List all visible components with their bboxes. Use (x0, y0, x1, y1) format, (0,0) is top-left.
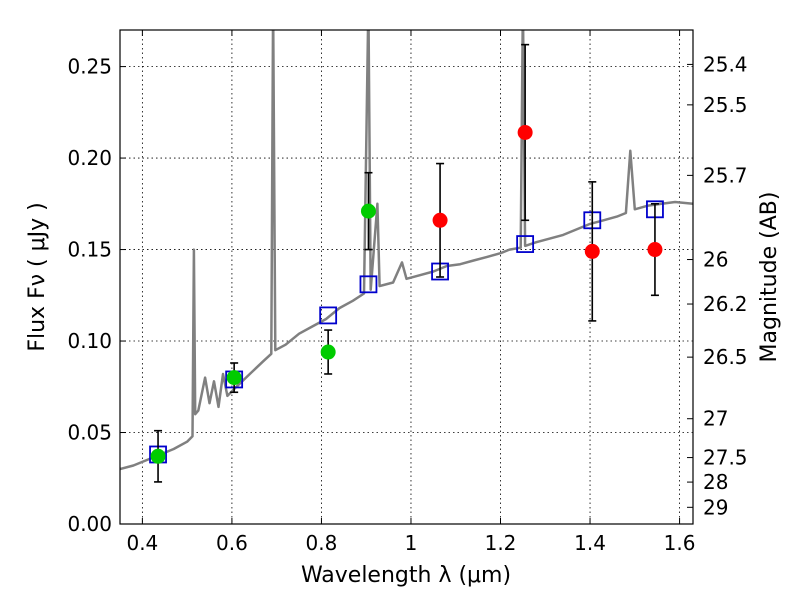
observed-nir-point (432, 212, 448, 228)
observed-nir-point (647, 242, 663, 258)
plot-area (120, 30, 693, 483)
tick-labels: 0.4 0.6 0.8 1 1.2 1.4 1.6 0.00 0.05 0.10 0.15 0.20 0… (67, 52, 747, 555)
y2-tick-label: 26.2 (703, 292, 748, 316)
y-tick-label: 0.00 (67, 512, 112, 536)
model-square-marker (319, 306, 338, 325)
y2-tick-label: 25.5 (703, 93, 748, 117)
observed-nir-point (584, 243, 600, 259)
y-tick-label: 0.20 (67, 146, 112, 170)
observed-optical-point (320, 344, 336, 360)
model-square-marker (516, 235, 535, 253)
y2-tick-label: 28 (703, 470, 728, 494)
x-tick-label: 0.6 (216, 531, 248, 555)
x-axis-label: Wavelength λ (μm) (301, 563, 511, 588)
y2-tick-label: 27.5 (703, 446, 748, 470)
axis-ticks (120, 30, 693, 525)
observed-optical-point (226, 370, 242, 386)
x-tick-label: 1.6 (664, 531, 696, 555)
sed-line (120, 30, 693, 471)
y-tick-label: 0.10 (67, 329, 112, 353)
y-axis-label: Flux Fν ( μJy ) (25, 202, 50, 351)
grid-lines (120, 30, 693, 525)
x-tick-label: 0.4 (126, 531, 158, 555)
y2-tick-label: 25.4 (703, 52, 748, 76)
axes-frame (119, 29, 694, 525)
y-tick-label: 0.05 (67, 421, 112, 445)
y2-tick-label: 26.5 (703, 345, 748, 369)
observed-nir-point (517, 124, 533, 140)
x-tick-label: 1.4 (574, 531, 606, 555)
y2-tick-label: 29 (703, 495, 728, 519)
model-square-marker (359, 275, 378, 294)
observed-optical-point (150, 448, 166, 464)
x-tick-label: 1 (405, 531, 418, 555)
y-tick-label: 0.25 (67, 55, 112, 79)
y2-axis-label: Magnitude (AB) (757, 192, 782, 363)
y2-tick-label: 25.7 (703, 163, 748, 187)
y-tick-label: 0.15 (67, 238, 112, 262)
observed-optical-point (360, 203, 376, 219)
y2-tick-label: 26 (703, 248, 728, 272)
x-tick-label: 1.2 (485, 531, 517, 555)
x-tick-label: 0.8 (306, 531, 338, 555)
y2-tick-label: 27 (703, 407, 728, 431)
